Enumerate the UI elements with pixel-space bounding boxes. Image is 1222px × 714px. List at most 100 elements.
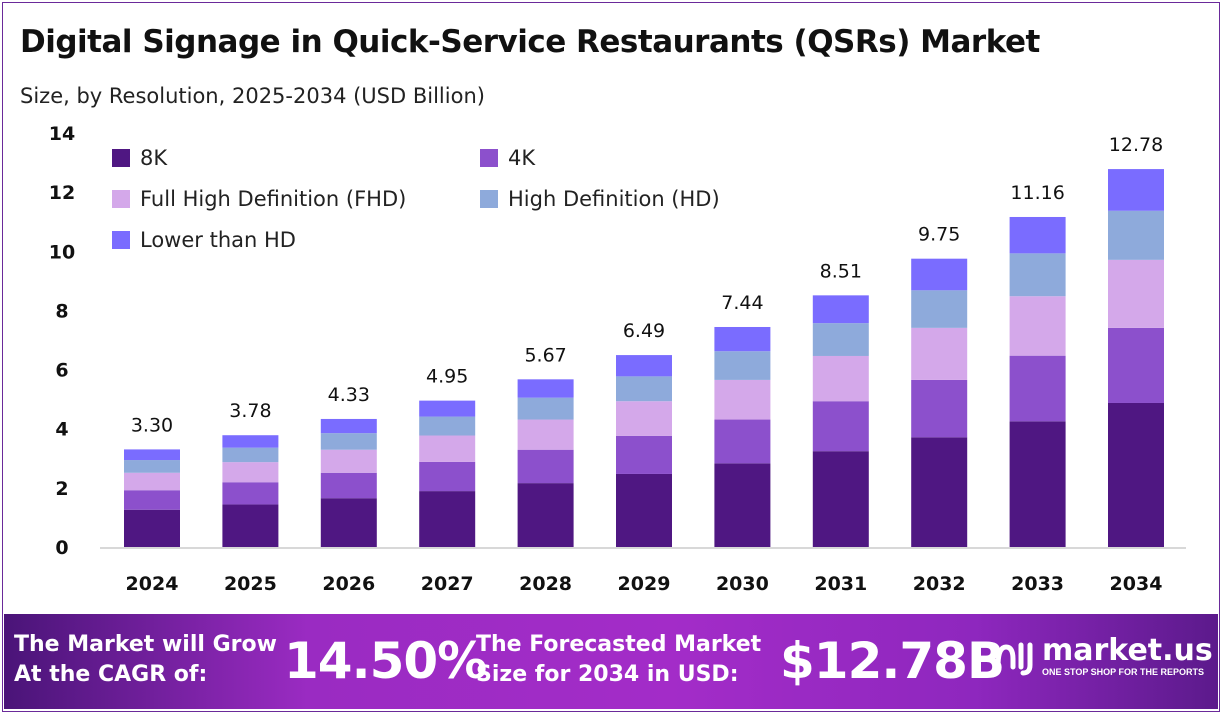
- bar-segment: [911, 437, 968, 547]
- bar-segment: [222, 504, 279, 547]
- bar-segment: [320, 418, 377, 434]
- bar-segment: [320, 498, 377, 547]
- brand-logo: market.us ONE STOP SHOP FOR THE REPORTS: [994, 636, 1213, 678]
- x-tick-label: 2033: [1011, 573, 1064, 595]
- total-label: 9.75: [918, 224, 960, 246]
- bar-segment: [616, 435, 672, 474]
- legend-swatch: [112, 149, 130, 167]
- bar-segment: [911, 290, 968, 328]
- bar-segment: [517, 397, 574, 420]
- bar-segment: [124, 460, 180, 473]
- bar-segment: [320, 449, 377, 473]
- y-tick-label: 4: [55, 419, 68, 441]
- bar-segment: [812, 295, 869, 324]
- bar-segment: [1108, 169, 1164, 211]
- legend-label: 4K: [508, 146, 536, 170]
- x-tick-label: 2034: [1110, 573, 1163, 595]
- brand-tagline: ONE STOP SHOP FOR THE REPORTS: [1042, 667, 1205, 677]
- x-tick-label: 2027: [421, 573, 474, 595]
- forecast-value: $12.78B: [780, 632, 1005, 690]
- legend-swatch: [112, 190, 130, 208]
- bar-segment: [1009, 355, 1066, 422]
- legend-swatch: [480, 190, 498, 208]
- chart-title: Digital Signage in Quick-Service Restaur…: [20, 24, 1040, 60]
- bar-segment: [517, 379, 574, 398]
- legend-item: Lower than HD: [112, 228, 296, 252]
- bar-segment: [1108, 259, 1164, 328]
- bar-segment: [1108, 327, 1164, 403]
- total-label: 4.95: [426, 366, 468, 388]
- bar-segment: [911, 379, 968, 438]
- y-tick-label: 8: [55, 300, 68, 322]
- bar-segment: [714, 419, 771, 464]
- forecast-label-1: The Forecasted Market: [476, 632, 762, 657]
- bar-segment: [911, 258, 968, 291]
- x-tick-label: 2032: [913, 573, 966, 595]
- bar-segment: [616, 401, 672, 436]
- cagr-label-1: The Market will Grow: [14, 632, 277, 657]
- total-label: 5.67: [524, 344, 566, 366]
- x-tick-label: 2025: [224, 573, 277, 595]
- bar-segment: [1009, 421, 1066, 547]
- x-tick-label: 2029: [618, 573, 671, 595]
- bar-segment: [812, 323, 869, 356]
- bar-segment: [812, 355, 869, 402]
- y-tick-label: 12: [49, 182, 75, 204]
- bar-segment: [419, 435, 476, 462]
- total-label: 12.78: [1109, 134, 1163, 156]
- chart-subtitle: Size, by Resolution, 2025-2034 (USD Bill…: [20, 84, 485, 108]
- stacked-bar-chart: 0 2 4 6 8 10 12 14 3.30 2024 3.78 2025 4.33 2026 4.95 2…: [49, 123, 1186, 595]
- bar-segment: [714, 379, 771, 420]
- x-tick-label: 2024: [126, 573, 179, 595]
- brand-name: market.us: [1042, 633, 1213, 668]
- x-tick-label: 2031: [814, 573, 867, 595]
- bar-segment: [222, 447, 279, 463]
- market-us-logo-icon: [995, 642, 1033, 676]
- cagr-label-2: At the CAGR of:: [14, 662, 208, 687]
- bar-segment: [124, 509, 180, 547]
- bar-segment: [124, 449, 180, 461]
- legend-label: High Definition (HD): [508, 187, 720, 211]
- bar-segment: [222, 462, 279, 483]
- x-tick-label: 2026: [322, 573, 375, 595]
- y-tick-label: 0: [55, 537, 68, 559]
- bar-segment: [812, 451, 869, 547]
- bar-segment: [222, 435, 279, 448]
- total-label: 7.44: [721, 292, 763, 314]
- total-label: 3.78: [229, 400, 271, 422]
- legend-label: Full High Definition (FHD): [140, 187, 407, 211]
- total-label: 8.51: [820, 260, 862, 282]
- total-label: 4.33: [328, 384, 370, 406]
- bar-segment: [616, 473, 672, 547]
- bar-segment: [1009, 296, 1066, 356]
- legend-label: 8K: [140, 146, 168, 170]
- bar-segment: [320, 472, 377, 499]
- legend-label: Lower than HD: [140, 228, 296, 252]
- bar-segment: [812, 401, 869, 452]
- x-tick-label: 2028: [519, 573, 572, 595]
- bar-segment: [419, 416, 476, 436]
- y-tick-label: 10: [49, 241, 75, 263]
- cagr-value: 14.50%: [284, 632, 487, 690]
- bar-segment: [124, 472, 180, 491]
- bar-segment: [714, 351, 771, 380]
- legend-item: 8K: [112, 146, 167, 170]
- bar-segment: [517, 419, 574, 450]
- y-tick-label: 6: [55, 360, 68, 382]
- bar-segment: [714, 463, 771, 547]
- legend-item: 4K: [480, 146, 535, 170]
- total-label: 6.49: [623, 320, 665, 342]
- bar-segment: [1009, 216, 1066, 254]
- legend-swatch: [480, 149, 498, 167]
- total-label: 11.16: [1010, 182, 1064, 204]
- bar-segment: [616, 376, 672, 402]
- bar-segment: [1108, 402, 1164, 547]
- legend-item: Full High Definition (FHD): [112, 187, 406, 211]
- forecast-label-2: Size for 2034 in USD:: [476, 662, 739, 687]
- x-tick-label: 2030: [716, 573, 769, 595]
- footer-banner: The Market will Grow At the CAGR of: 14.…: [4, 614, 1218, 709]
- total-label: 3.30: [131, 414, 173, 436]
- bar-segment: [616, 355, 672, 377]
- bar-segment: [419, 491, 476, 547]
- bar-segment: [1009, 253, 1066, 297]
